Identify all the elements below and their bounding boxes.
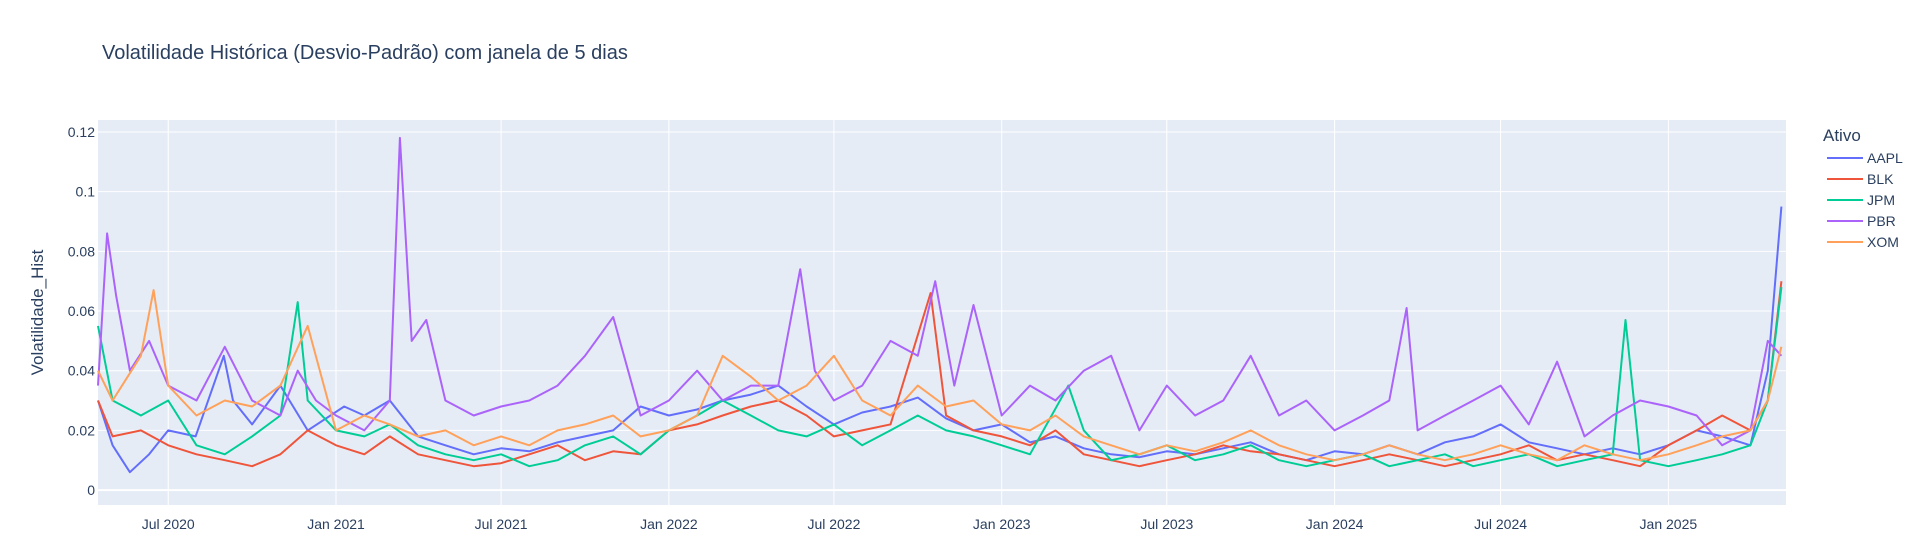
y-tick-label: 0.08 (68, 243, 95, 259)
y-gridlines (98, 131, 1786, 492)
legend-item-blk[interactable]: BLK (1867, 171, 1894, 187)
x-tick-label: Jul 2024 (1474, 516, 1527, 532)
series-lines (97, 136, 1783, 474)
y-tick-label: 0.04 (68, 363, 95, 379)
y-tick-label: 0.12 (68, 124, 95, 140)
x-tick-label: Jan 2022 (640, 516, 698, 532)
legend-item-jpm[interactable]: JPM (1867, 192, 1895, 208)
legend: Ativo AAPL BLK JPM PBR XOM (1823, 126, 1903, 250)
x-tick-labels: Jul 2020 Jan 2021 Jul 2021 Jan 2022 Jul 2022… (142, 516, 1698, 532)
x-tick-label: Jan 2025 (1640, 516, 1698, 532)
y-tick-label: 0 (87, 482, 95, 498)
y-axis-title: Volatilidade_Hist (28, 249, 47, 375)
series-line-jpm (97, 286, 1783, 468)
legend-title: Ativo (1823, 126, 1861, 145)
x-tick-label: Jan 2024 (1306, 516, 1364, 532)
y-tick-label: 0.02 (68, 422, 95, 438)
legend-item-aapl[interactable]: AAPL (1867, 150, 1903, 166)
plot-background (98, 120, 1786, 505)
x-tick-label: Jul 2020 (142, 516, 195, 532)
x-gridlines (167, 120, 1669, 505)
x-tick-label: Jan 2021 (307, 516, 365, 532)
x-tick-label: Jan 2023 (973, 516, 1031, 532)
y-tick-labels: 0 0.02 0.04 0.06 0.08 0.1 0.12 (68, 124, 95, 498)
y-tick-label: 0.1 (76, 184, 96, 200)
x-tick-label: Jul 2023 (1140, 516, 1193, 532)
y-tick-label: 0.06 (68, 303, 95, 319)
legend-item-xom[interactable]: XOM (1867, 234, 1899, 250)
series-line-pbr (97, 136, 1783, 447)
chart-title: Volatilidade Histórica (Desvio-Padrão) c… (102, 42, 628, 64)
x-tick-label: Jul 2022 (807, 516, 860, 532)
legend-item-pbr[interactable]: PBR (1867, 213, 1896, 229)
x-tick-label: Jul 2021 (475, 516, 528, 532)
series-line-xom (97, 289, 1783, 462)
series-line-blk (97, 281, 1783, 468)
